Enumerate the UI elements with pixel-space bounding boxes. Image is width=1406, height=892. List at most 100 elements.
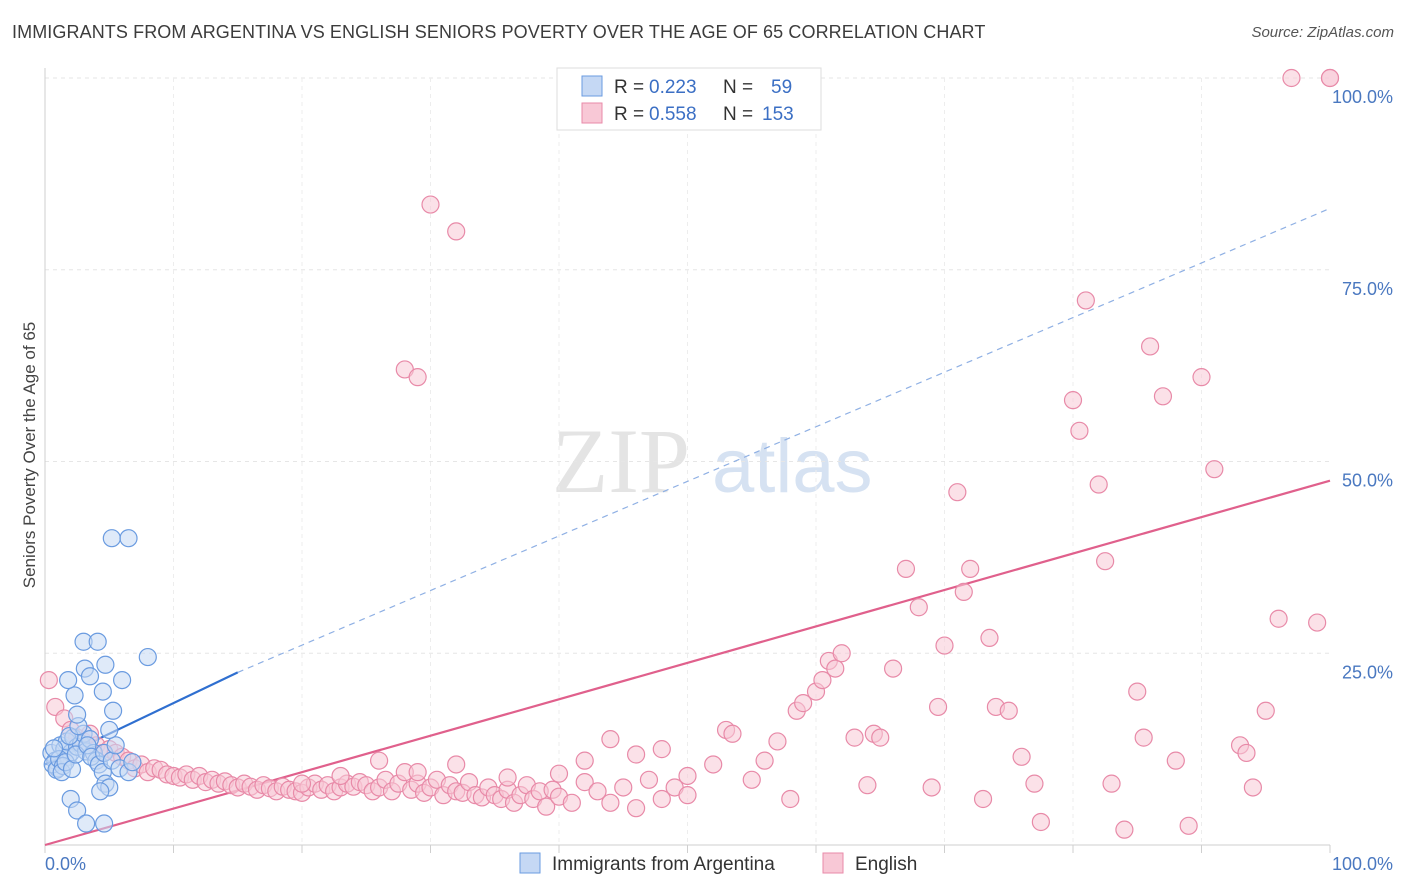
english-point-89 [678,786,697,805]
argentina-point-50 [59,670,78,690]
watermark-atlas: atlas [712,424,873,509]
english-point-134 [1025,774,1044,793]
x-tick-label-0: 0.0% [45,854,86,874]
english-point-92 [370,751,389,770]
argentina-point-40 [65,686,84,705]
english-point-85 [626,799,646,818]
english-point-0 [39,670,58,690]
english-point-86 [639,770,659,789]
english-point-95 [498,768,517,787]
english-point-147 [1166,751,1185,770]
english-point-123 [922,778,941,797]
english-point-139 [1089,475,1108,494]
english-point-83 [601,793,620,812]
english-point-84 [614,778,633,797]
top-legend: R = 0.223 N = 59 R = 0.558 N = 153 [556,67,822,131]
english-point-125 [935,636,954,655]
english-point-87 [652,789,671,809]
y-axis-label: Seniors Poverty Over the Age of 65 [20,322,39,588]
legend-n-value-1: 59 [771,77,792,98]
grid-lines [45,77,1330,845]
english-point-117 [858,776,877,795]
english-point-91 [331,766,350,786]
english-point-152 [1237,743,1256,763]
bottom-legend-english: English [855,854,917,875]
argentina-point-56 [68,801,87,820]
argentina-point-51 [96,655,115,674]
legend-n-value-2: 153 [762,104,794,125]
english-point-122 [909,598,928,617]
tick-labels: 25.0% 50.0% 75.0% 100.0% 0.0% 100.0% [45,87,1393,874]
english-point-112 [813,670,832,690]
legend-n-label-1: N = [723,77,753,98]
argentina-point-33 [91,782,110,801]
argentina-point-24 [44,739,64,758]
english-point-94 [447,755,466,774]
y-tick-label-0: 25.0% [1342,662,1393,682]
english-point-157 [1308,613,1327,632]
data-points [39,68,1340,839]
argentina-point-45 [88,632,107,651]
english-point-77 [537,797,556,816]
english-point-146 [1153,387,1173,406]
argentina-point-48 [104,701,123,720]
english-point-156 [1282,68,1301,88]
x-tick-label-1: 100.0% [1332,854,1393,874]
legend-n-label-2: N = [723,104,753,125]
english-point-124 [928,697,948,717]
english-point-129 [973,789,993,809]
english-point-154 [1256,701,1275,720]
english-point-138 [1076,291,1095,310]
english-point-162 [421,195,440,214]
source-label: Source: ZipAtlas.com [1251,24,1394,41]
english-point-159 [1320,68,1340,88]
argentina-point-41 [68,705,87,724]
english-point-93 [408,763,427,782]
english-point-104 [723,724,742,743]
bottom-legend: Immigrants from Argentina English [519,852,917,875]
english-point-101 [678,766,697,786]
legend-r-label-2: R = [614,104,644,125]
english-point-120 [883,659,903,678]
english-point-114 [826,659,845,678]
english-point-97 [575,751,594,770]
legend-r-value-1: 0.223 [649,77,697,98]
english-point-121 [896,559,916,578]
argentina-point-47 [100,720,119,740]
english-point-108 [781,789,800,809]
english-point-130 [980,628,999,648]
english-point-143 [1128,682,1147,701]
english-point-144 [1134,728,1153,747]
english-point-136 [1063,391,1083,410]
argentina-point-57 [77,814,96,833]
english-point-82 [588,782,607,801]
english-point-100 [652,740,671,759]
english-point-128 [961,559,980,578]
english-point-98 [601,730,620,749]
bottom-swatch-english [822,852,844,874]
english-point-116 [845,728,864,747]
english-point-140 [1096,552,1115,571]
english-point-142 [1115,820,1134,839]
english-point-127 [954,582,973,601]
english-point-105 [742,770,761,789]
argentina-point-46 [93,682,112,701]
argentina-point-52 [138,647,157,667]
english-point-135 [1031,812,1050,832]
english-point-153 [1243,778,1263,797]
axes [44,68,1331,853]
argentina-point-39 [123,753,142,772]
legend-swatch-argentina [581,75,603,97]
english-point-119 [871,728,890,747]
english-point-96 [549,764,569,783]
english-point-102 [704,755,723,774]
argentina-point-36 [106,736,125,755]
argentina-point-58 [95,814,114,833]
english-point-155 [1269,609,1288,628]
english-point-115 [832,644,851,663]
english-point-163 [447,222,466,241]
argentina-point-53 [102,529,121,548]
english-point-161 [408,368,427,387]
y-tick-label-3: 100.0% [1332,87,1393,107]
chart-title: IMMIGRANTS FROM ARGENTINA VS ENGLISH SEN… [12,22,986,42]
